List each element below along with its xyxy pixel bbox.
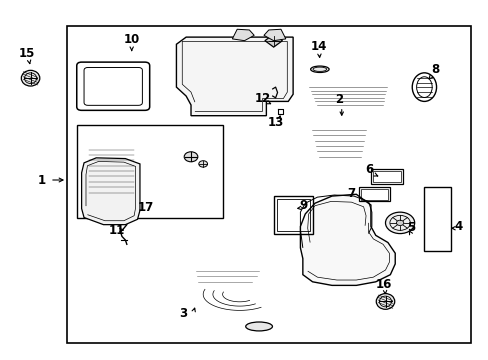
Bar <box>273 196 312 234</box>
Polygon shape <box>264 34 282 47</box>
Polygon shape <box>176 37 292 116</box>
Bar <box>67 26 469 342</box>
Text: 17: 17 <box>138 201 154 214</box>
Text: 2: 2 <box>335 93 343 106</box>
Text: 15: 15 <box>19 47 35 60</box>
Ellipse shape <box>184 152 198 162</box>
Ellipse shape <box>199 161 207 167</box>
Text: 4: 4 <box>453 220 462 233</box>
Text: 3: 3 <box>179 307 187 320</box>
Polygon shape <box>300 194 394 285</box>
Ellipse shape <box>21 70 40 86</box>
Text: 16: 16 <box>375 278 391 291</box>
Text: 5: 5 <box>407 221 414 234</box>
Text: 11: 11 <box>109 224 125 237</box>
Polygon shape <box>264 29 285 41</box>
Text: 10: 10 <box>123 33 140 46</box>
Bar <box>276 199 309 231</box>
Bar <box>370 169 402 184</box>
Polygon shape <box>81 158 140 225</box>
Bar <box>372 171 400 182</box>
Text: 8: 8 <box>430 63 439 76</box>
Text: 1: 1 <box>37 174 45 186</box>
Text: 7: 7 <box>346 187 355 200</box>
Ellipse shape <box>245 322 272 331</box>
Ellipse shape <box>310 66 328 72</box>
Bar <box>77 125 222 217</box>
Text: 9: 9 <box>299 199 307 212</box>
Bar <box>360 189 387 200</box>
Bar <box>424 187 450 251</box>
Polygon shape <box>232 29 254 41</box>
Ellipse shape <box>396 220 403 226</box>
Bar <box>358 187 389 202</box>
Ellipse shape <box>385 212 414 234</box>
Ellipse shape <box>375 294 394 309</box>
Text: 12: 12 <box>254 92 270 105</box>
Text: 13: 13 <box>267 116 284 129</box>
Text: 6: 6 <box>365 163 373 176</box>
Text: 14: 14 <box>309 40 326 53</box>
